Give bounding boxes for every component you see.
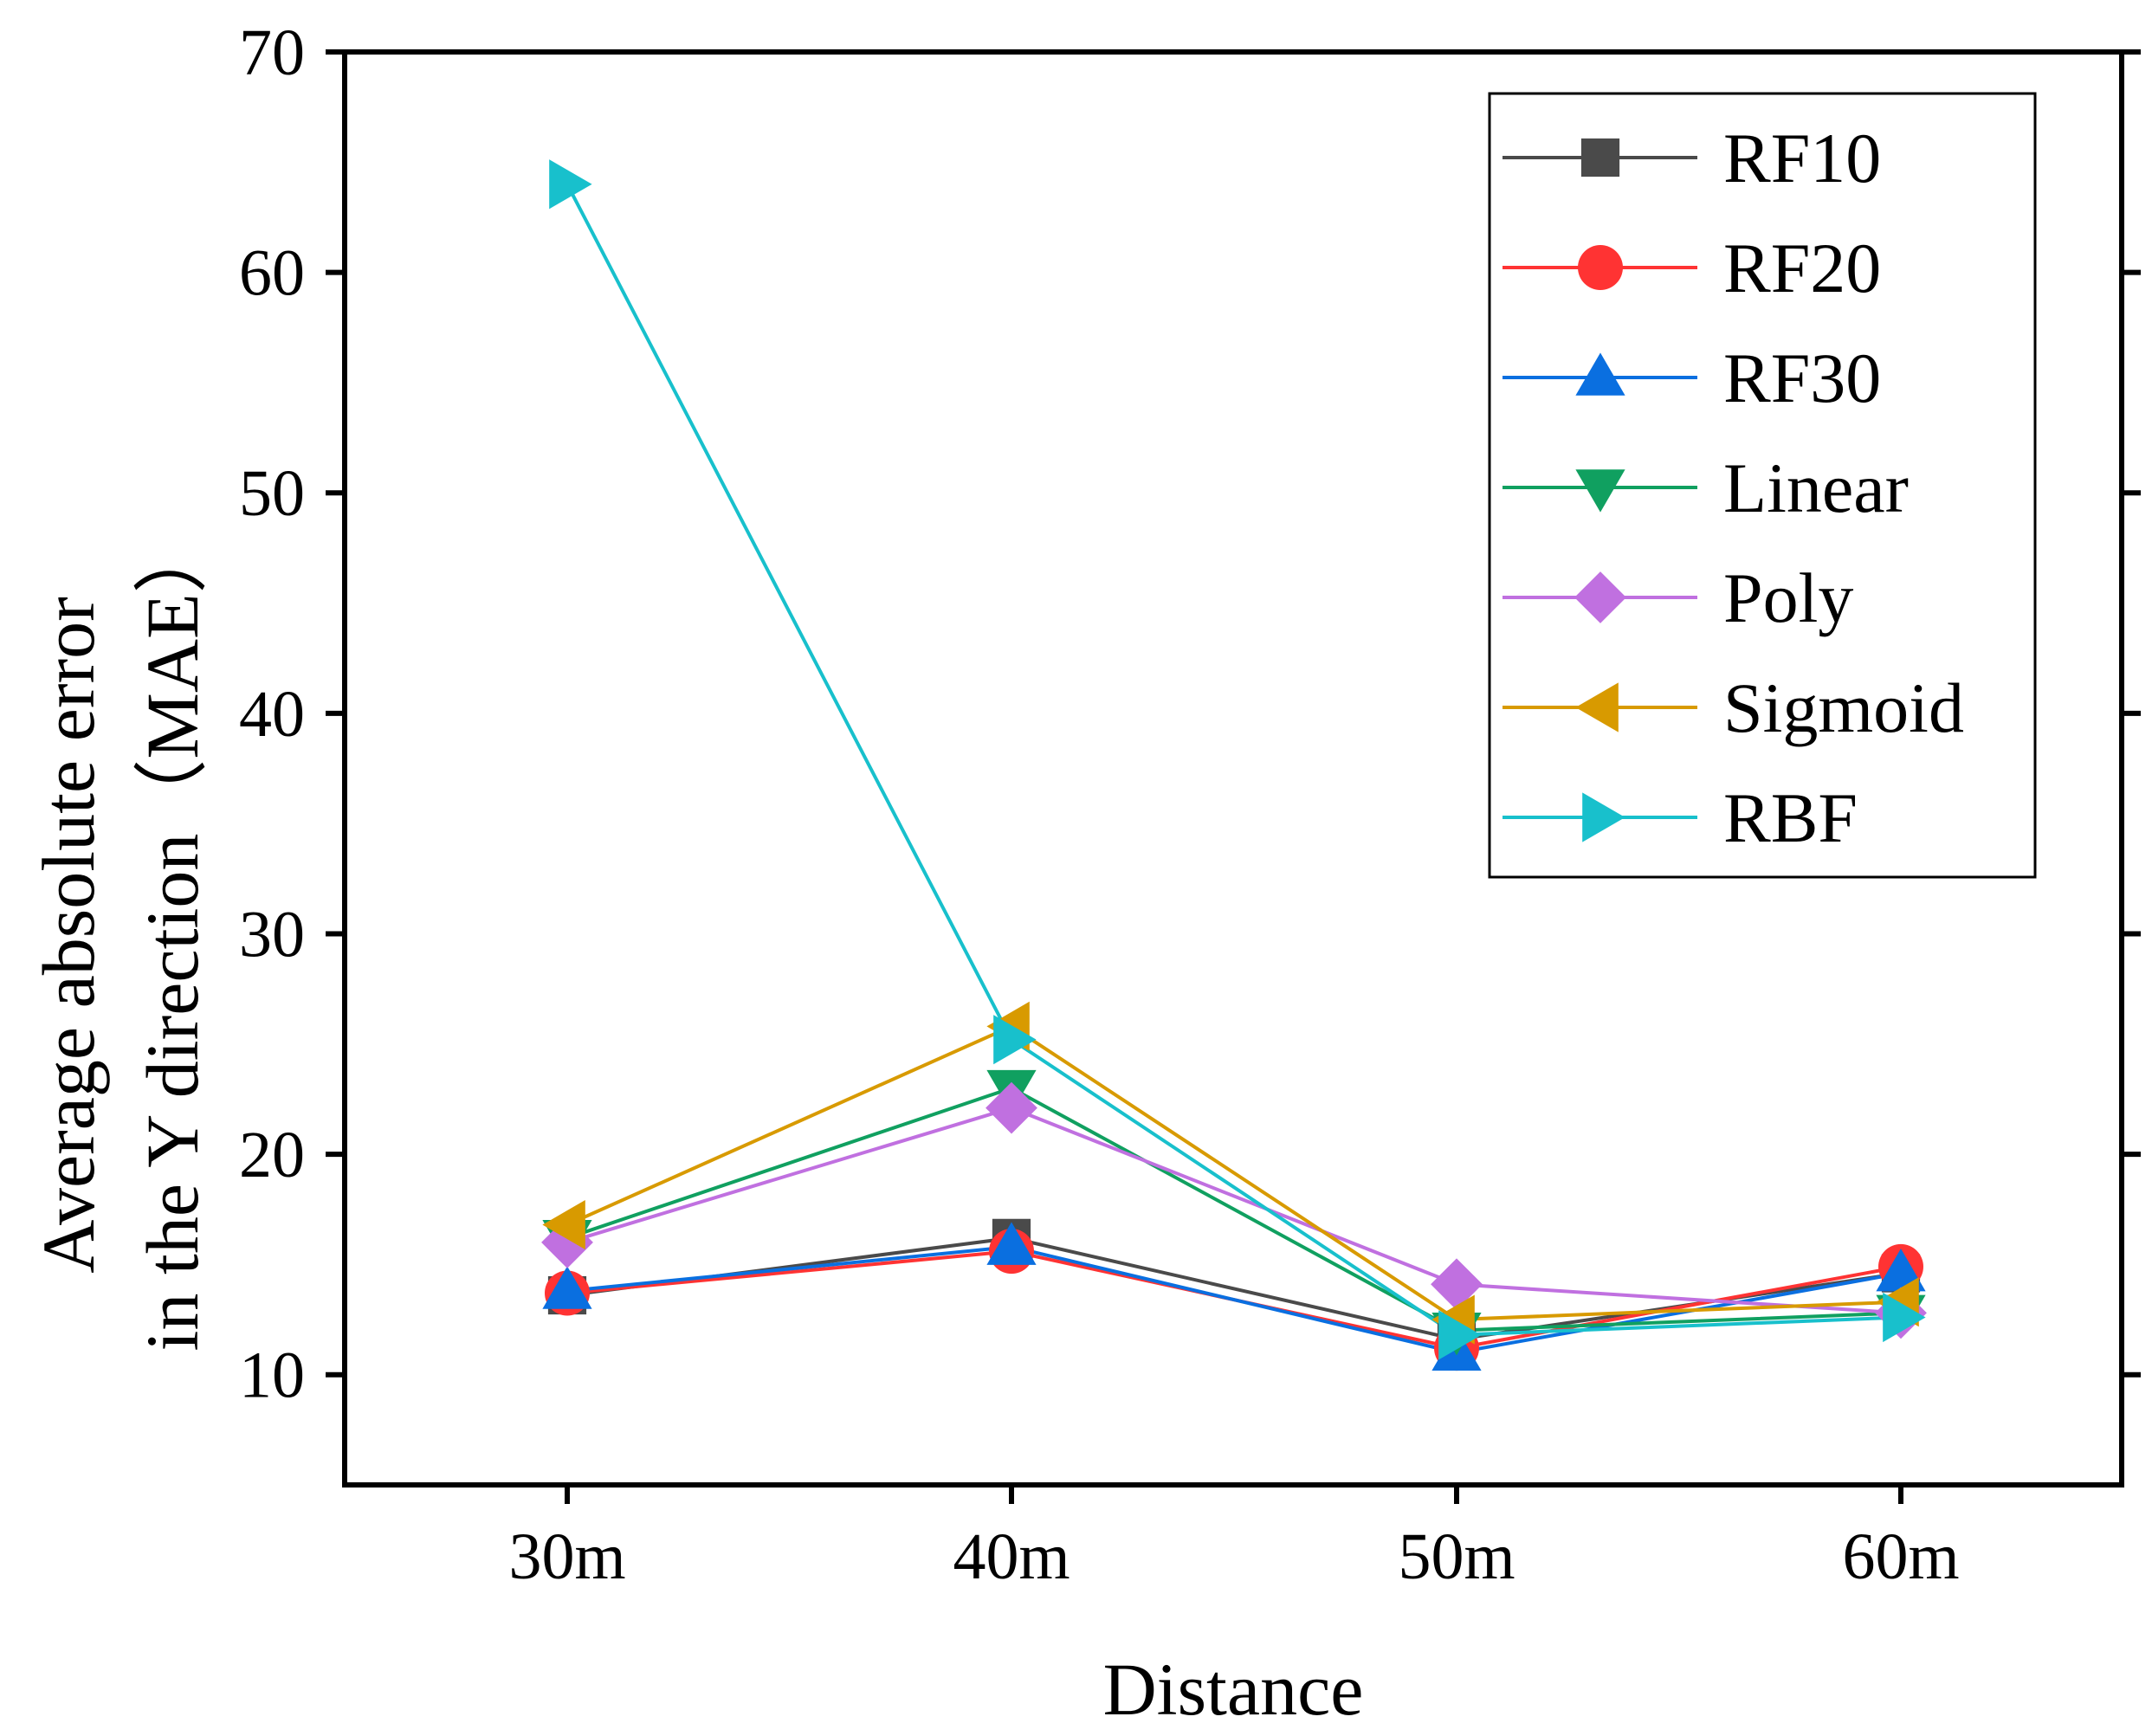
y-tick-label: 20 xyxy=(239,1119,305,1191)
legend-marker-rf10 xyxy=(1580,138,1620,177)
series-line-rf30 xyxy=(566,1244,1902,1355)
legend-label-rf10: RF10 xyxy=(1723,119,1881,197)
y-axis-title-line1: Average absolute error xyxy=(27,597,110,1274)
x-tick-label: 30m xyxy=(508,1520,625,1593)
y-tick-label: 60 xyxy=(239,237,305,310)
series-line-poly xyxy=(566,1106,1902,1315)
series-line-linear xyxy=(566,1086,1902,1333)
legend-marker-rf30 xyxy=(1575,352,1625,396)
series-line-sigmoid xyxy=(566,1024,1902,1322)
data-point-rf30 xyxy=(542,1266,592,1309)
x-axis-title: Distance xyxy=(1103,1648,1364,1731)
series-lines xyxy=(565,183,1902,1355)
x-tick-label: 50m xyxy=(1398,1520,1515,1593)
x-axis: 30m 40m 50m 60m xyxy=(508,1485,1960,1593)
y-axis-title: Average absolute error in the Y directio… xyxy=(27,520,214,1352)
y-tick-label: 40 xyxy=(239,678,305,751)
data-point-poly xyxy=(1431,1258,1483,1311)
legend-marker-rf20 xyxy=(1578,245,1623,290)
data-point-sigmoid xyxy=(542,1199,585,1250)
y-tick-label: 50 xyxy=(239,457,305,530)
data-point-rbf xyxy=(993,1015,1037,1065)
series-markers xyxy=(541,159,1927,1371)
x-tick-label: 40m xyxy=(953,1520,1070,1593)
legend-marker-rbf xyxy=(1582,792,1625,842)
legend-label-rf20: RF20 xyxy=(1723,229,1881,307)
data-point-poly xyxy=(986,1081,1037,1134)
legend-label-rbf: RBF xyxy=(1723,778,1858,857)
data-point-rf30 xyxy=(986,1222,1037,1265)
plot-frame xyxy=(342,49,2124,1488)
y-axis-title-line2: in the Y direction（MAE） xyxy=(131,520,214,1352)
y-axis: 10 20 30 40 50 60 70 xyxy=(239,16,2141,1412)
y-tick-label: 70 xyxy=(239,16,305,89)
series-line-rbf xyxy=(565,183,1902,1337)
legend-marker-linear xyxy=(1575,469,1625,513)
y-tick-label: 30 xyxy=(239,898,305,971)
legend-box xyxy=(1488,92,2037,879)
data-point-rbf xyxy=(549,159,592,210)
legend-label-poly: Poly xyxy=(1723,558,1853,637)
y-tick-label: 10 xyxy=(239,1339,305,1412)
x-tick-label: 60m xyxy=(1842,1520,1959,1593)
legend: RF10 RF20 RF30 Linear Poly Sigmoid RBF xyxy=(1488,92,2037,879)
data-point-rbf xyxy=(1883,1292,1926,1343)
legend-label-sigmoid: Sigmoid xyxy=(1723,668,1964,747)
legend-marker-poly xyxy=(1574,571,1626,623)
data-point-rbf xyxy=(1438,1310,1482,1360)
legend-label-rf30: RF30 xyxy=(1723,339,1881,417)
legend-label-linear: Linear xyxy=(1723,449,1909,527)
legend-marker-sigmoid xyxy=(1575,682,1619,732)
